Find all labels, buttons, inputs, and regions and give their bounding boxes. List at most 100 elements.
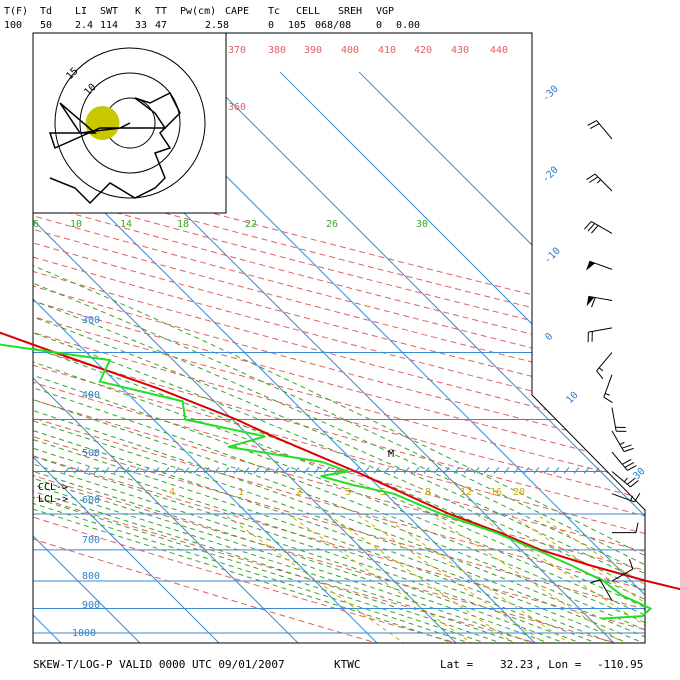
footer-title: SKEW-T/LOG-P VALID 0000 UTC 09/01/2007 [33,658,285,671]
hatch-mark [253,467,260,474]
hatch-mark [93,467,100,474]
moist-label-26: 26 [326,219,338,230]
pressure-label-400: 400 [82,390,100,401]
wind-barb-half-flag [604,393,611,396]
hatch-mark [273,467,280,474]
theta-label-440: 440 [490,45,508,56]
isotherm-line [279,71,645,643]
hatch-mark [413,467,420,474]
theta-label-410: 410 [378,45,396,56]
wind-barb-flag [624,462,635,468]
header-label-vgp: VGP [376,6,394,17]
moist-adiabat-lines [33,257,645,643]
hatch-mark [453,467,460,474]
moist-adiabat-line [33,257,645,643]
hatch-mark [403,467,410,474]
isotherm-line [33,71,300,643]
hatch-mark [553,467,560,474]
mixing-ratio-labels: 4 1 2 3 5 8 12 16 20 [169,487,525,498]
wind-barb-flag [584,221,592,230]
moist-adiabat-line [33,257,645,643]
mixing-ratio-label-4: 4 [169,487,175,498]
header-value-td: 50 [40,20,52,31]
hatch-mark [473,467,480,474]
header-value-vgp: 0.00 [396,20,420,31]
mixing-ratio-line [327,513,516,643]
header-value-tf: 100 [4,20,22,31]
wind-barb-flag [603,396,613,403]
pressure-label-300: 300 [82,315,100,326]
hatch-mark [563,467,570,474]
wind-barb-flag [591,297,596,308]
pressure-label-900: 900 [82,600,100,611]
hatch-mark [523,467,530,474]
hatch-mark [373,467,380,474]
hatch-mark [113,467,120,474]
wind-barb-flag [586,173,596,181]
hatch-mark [63,467,70,474]
wind-barb-staff [599,579,613,601]
wind-barb-flag [627,477,636,485]
pressure-label-800: 800 [82,571,100,582]
moist-adiabat-line [33,257,632,643]
dry-adiabat-line [33,71,645,643]
dry-adiabat-line [33,71,645,643]
mixing-ratio-label-2: 2 [296,487,302,498]
storm-motion-marker [85,106,120,140]
pressure-label-500: 500 [82,448,100,459]
wind-barb-flag [623,447,634,453]
hatch-mark [223,467,230,474]
header-indices: T(F) Td LI SWT K TT Pw(cm) CAPE Tc CELL … [4,6,420,31]
hatch-mark [153,467,160,474]
header-value-cape: 0 [268,20,274,31]
isotherm-label-minus10: -10 [542,246,563,267]
header-label-cape: CAPE [225,6,249,17]
wind-barb-flag [587,120,597,126]
moist-adiabat-line [33,257,584,643]
mixing-ratio-line [223,513,406,643]
lcl-marker: LCL-> [38,494,68,505]
theta-label-360: 360 [228,102,246,113]
hatch-mark [173,467,180,474]
moist-adiabat-line [33,257,645,643]
header-label-swt: SWT [100,6,118,17]
footer-lat-value: 32.23 [500,658,533,671]
hatch-mark [363,467,370,474]
mixing-ratio-label-12: 12 [460,487,472,498]
wind-barb-flag [621,444,632,449]
dry-adiabat-line [33,71,645,643]
hatch-mark [233,467,240,474]
hatch-mark [593,467,600,474]
dry-adiabat-line [33,71,645,643]
footer-lon-value: -110.95 [597,658,643,671]
hatch-mark [493,467,500,474]
wind-barb-flag [622,458,632,465]
hatch-mark [143,467,150,474]
moist-adiabat-line [33,257,474,643]
isotherm-label-minus20: -20 [540,165,561,186]
hatch-mark [193,467,200,474]
hatch-mark [203,467,210,474]
header-value-k: 33 [135,20,147,31]
moist-label-14: 14 [120,219,132,230]
moist-adiabat-line [33,257,645,643]
moist-adiabat-line [33,257,645,643]
wind-barb-staff [589,260,613,270]
hatch-mark [243,467,250,474]
hatch-mark [483,467,490,474]
hatch-mark [543,467,550,474]
hatch-mark [513,467,520,474]
wind-barb-flag [634,492,641,503]
wind-barb-pennant [586,261,596,271]
moist-adiabat-line [33,257,645,643]
header-value-cell: 068/08 [315,20,351,31]
wind-barb-staff [611,451,628,471]
wind-barb-staff [596,120,613,140]
moist-adiabat-line [33,257,553,643]
wind-barb-pennant [586,296,595,307]
mixing-ratio-line [509,513,645,643]
dry-adiabat-line [33,71,645,643]
hatch-mark [263,467,270,474]
theta-label-380: 380 [268,45,286,56]
wind-barb-half-flag [598,367,604,372]
